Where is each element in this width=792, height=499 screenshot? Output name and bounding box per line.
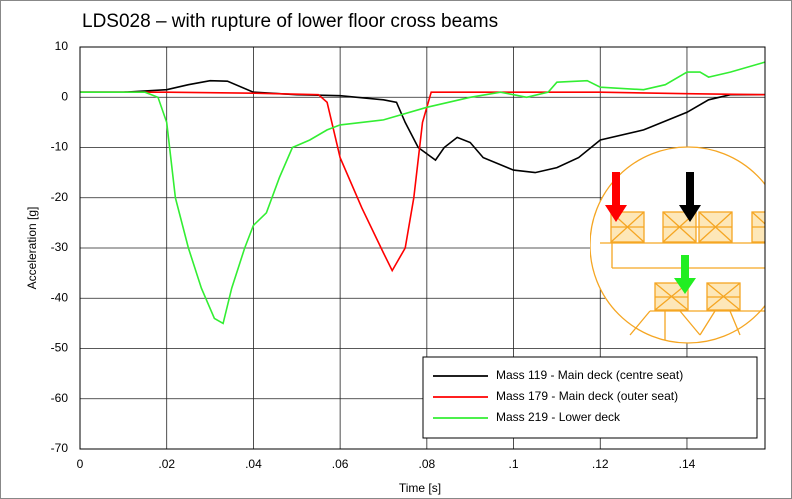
- x-tick-label: .02: [158, 457, 175, 471]
- chart-title: LDS028 – with rupture of lower floor cro…: [82, 11, 498, 32]
- x-axis-label: Time [s]: [399, 481, 441, 495]
- y-tick-label: 10: [55, 39, 69, 53]
- y-tick-label: -60: [51, 391, 69, 405]
- y-tick-label: 0: [61, 89, 68, 103]
- aircraft-section-diagram: [590, 146, 765, 344]
- x-tick-label: .04: [245, 457, 262, 471]
- series-line: [80, 61, 766, 325]
- legend-label: Mass 219 - Lower deck: [496, 410, 621, 424]
- plot-frame: [79, 46, 766, 450]
- x-tick-label: .06: [332, 457, 349, 471]
- x-tick-label: .08: [418, 457, 435, 471]
- x-tick-label: .12: [592, 457, 609, 471]
- legend-label: Mass 119 - Main deck (centre seat): [496, 368, 683, 382]
- y-axis-label: Acceleration [g]: [25, 207, 39, 290]
- series-line: [80, 91, 766, 273]
- y-tick-label: -30: [51, 240, 69, 254]
- x-tick-label: .1: [509, 457, 519, 471]
- x-tick-label: 0: [77, 457, 84, 471]
- y-tick-label: -20: [51, 190, 69, 204]
- legend-entries: Mass 119 - Main deck (centre seat) Mass 1…: [433, 368, 683, 424]
- series-line: [80, 79, 765, 174]
- y-tick-label: -70: [51, 441, 69, 455]
- lines: [80, 61, 766, 325]
- legend-label: Mass 179 - Main deck (outer seat): [496, 389, 678, 403]
- y-tick-label: -10: [51, 140, 69, 154]
- y-tick-label: -50: [51, 341, 69, 355]
- y-tick-label: -40: [51, 290, 69, 304]
- x-tick-label: .14: [679, 457, 696, 471]
